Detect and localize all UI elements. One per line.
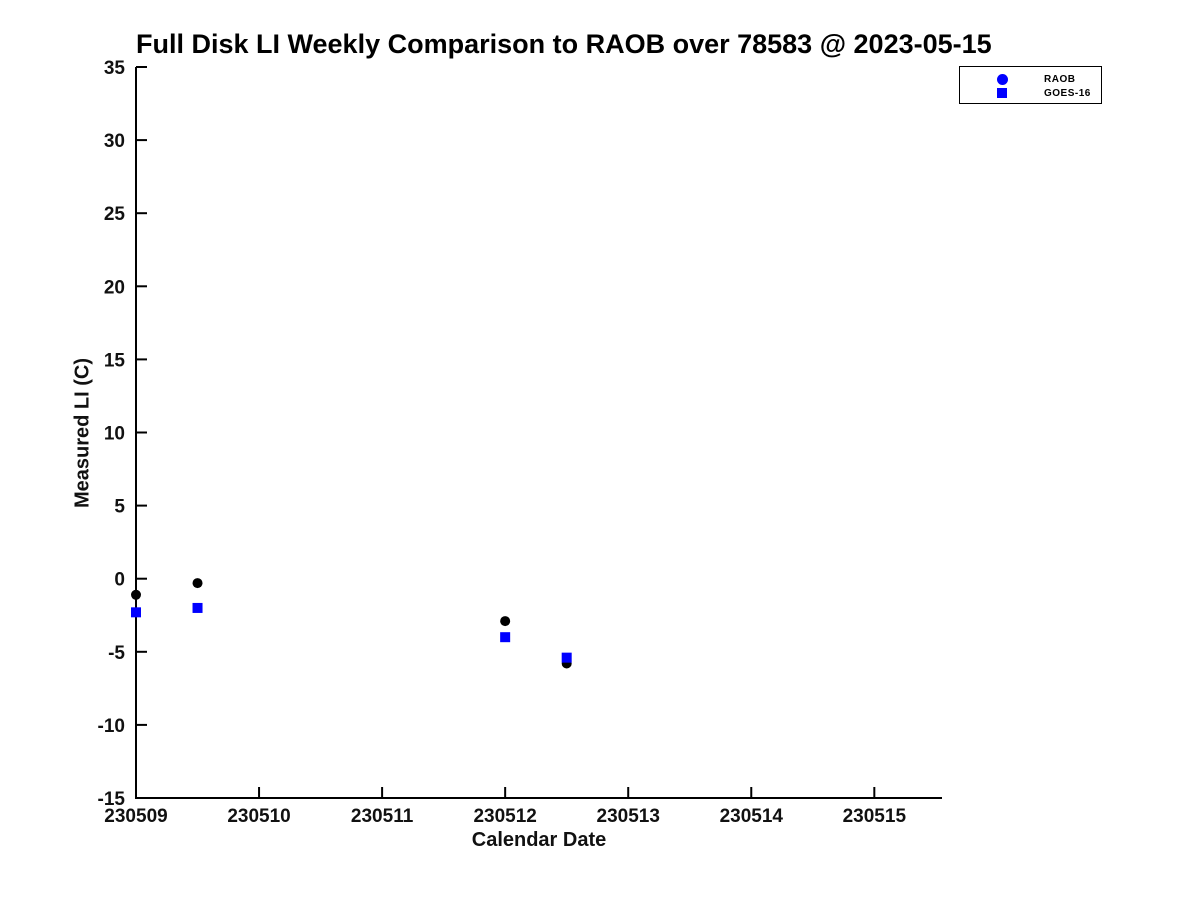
- y-tick-label: 0: [114, 570, 125, 591]
- x-tick-label: 230509: [104, 806, 167, 827]
- x-tick-label: 230511: [351, 806, 414, 827]
- y-tick-label: 20: [104, 277, 125, 298]
- goes16-square-marker-icon: [997, 88, 1007, 98]
- y-tick-label: 30: [104, 131, 125, 152]
- y-tick-label: 15: [104, 350, 126, 371]
- data-point-goes-16: [131, 607, 141, 618]
- x-tick-label: 230514: [720, 806, 784, 827]
- data-point-raob: [500, 616, 511, 627]
- y-tick-label: 5: [114, 497, 125, 518]
- data-point-goes-16: [192, 602, 203, 613]
- x-tick-label: 230510: [227, 806, 290, 827]
- legend-label-goes16: GOES-16: [1044, 87, 1091, 99]
- legend: RAOB GOES-16: [959, 66, 1102, 104]
- y-tick-label: -15: [98, 789, 126, 810]
- legend-label-raob: RAOB: [1044, 73, 1076, 85]
- data-point-raob: [192, 578, 203, 589]
- y-tick-label: -5: [108, 643, 125, 664]
- data-point-raob: [131, 589, 141, 600]
- legend-entry-raob: RAOB: [960, 72, 1101, 86]
- data-point-goes-16: [561, 652, 572, 663]
- x-tick-label: 230512: [473, 806, 536, 827]
- y-tick-label: 25: [104, 204, 126, 225]
- y-tick-label: -10: [98, 716, 125, 737]
- data-point-goes-16: [500, 632, 511, 643]
- legend-marker-cell: [981, 73, 1023, 85]
- legend-entry-goes16: GOES-16: [960, 86, 1101, 100]
- chart-title: Full Disk LI Weekly Comparison to RAOB o…: [136, 29, 992, 59]
- x-axis-label: Calendar Date: [471, 829, 607, 851]
- y-tick-label: 35: [104, 58, 126, 79]
- raob-circle-marker-icon: [996, 73, 1008, 85]
- y-tick-label: 10: [104, 424, 125, 445]
- legend-marker-cell: [981, 88, 1023, 98]
- x-tick-label: 230515: [843, 806, 907, 827]
- x-tick-label: 230513: [597, 806, 660, 827]
